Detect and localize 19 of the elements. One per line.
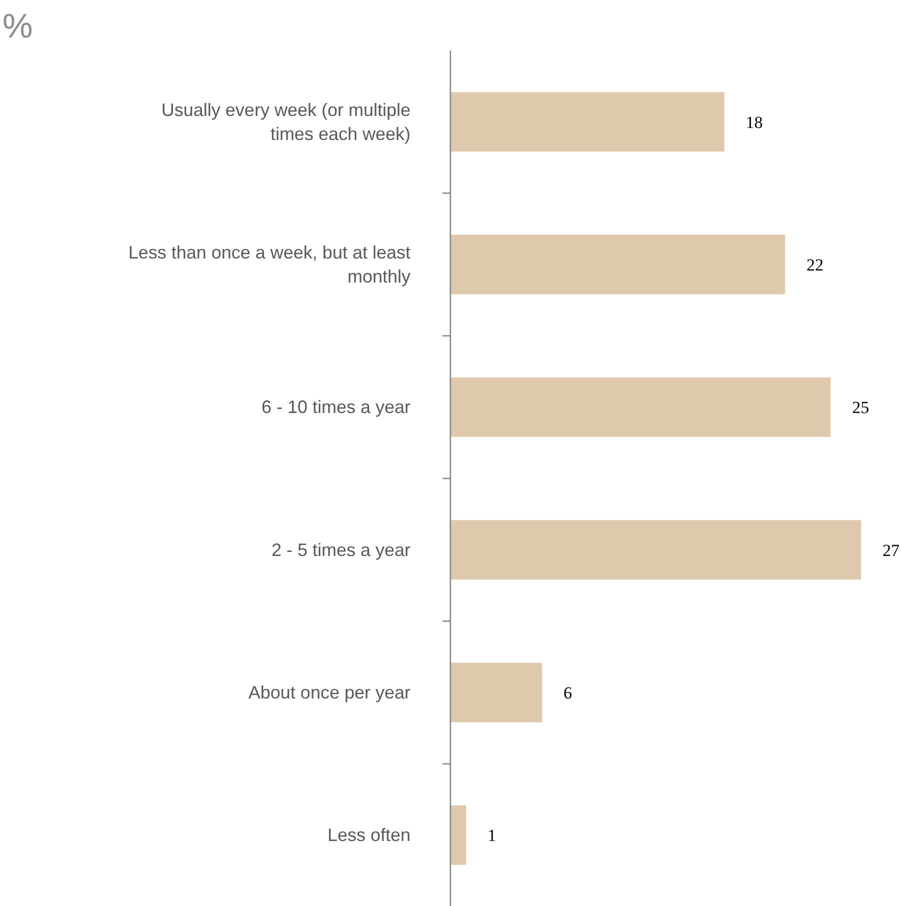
bar <box>450 92 724 152</box>
bar <box>450 662 542 722</box>
bar <box>450 805 466 865</box>
data-label: 18 <box>746 112 763 132</box>
bar <box>450 520 861 580</box>
y-tick-label: 2 - 5 times a year <box>271 540 411 560</box>
y-tick-label: Less often <box>327 825 411 846</box>
y-tick-label: Less than once a week, but at least monthly <box>128 242 411 286</box>
data-label: 1 <box>488 826 496 846</box>
y-tick-label: 6 - 10 times a year <box>261 397 411 418</box>
data-label: 27 <box>882 540 900 560</box>
data-label: 22 <box>806 256 824 274</box>
data-label: 25 <box>852 398 870 418</box>
text: % <box>2 8 33 46</box>
bar <box>450 377 831 437</box>
y-tick-label: About once per year <box>248 682 411 702</box>
bar <box>450 234 786 294</box>
y-tick-label: Usually every week (or multiple times each week) <box>161 100 411 144</box>
data-label: 6 <box>564 684 572 702</box>
